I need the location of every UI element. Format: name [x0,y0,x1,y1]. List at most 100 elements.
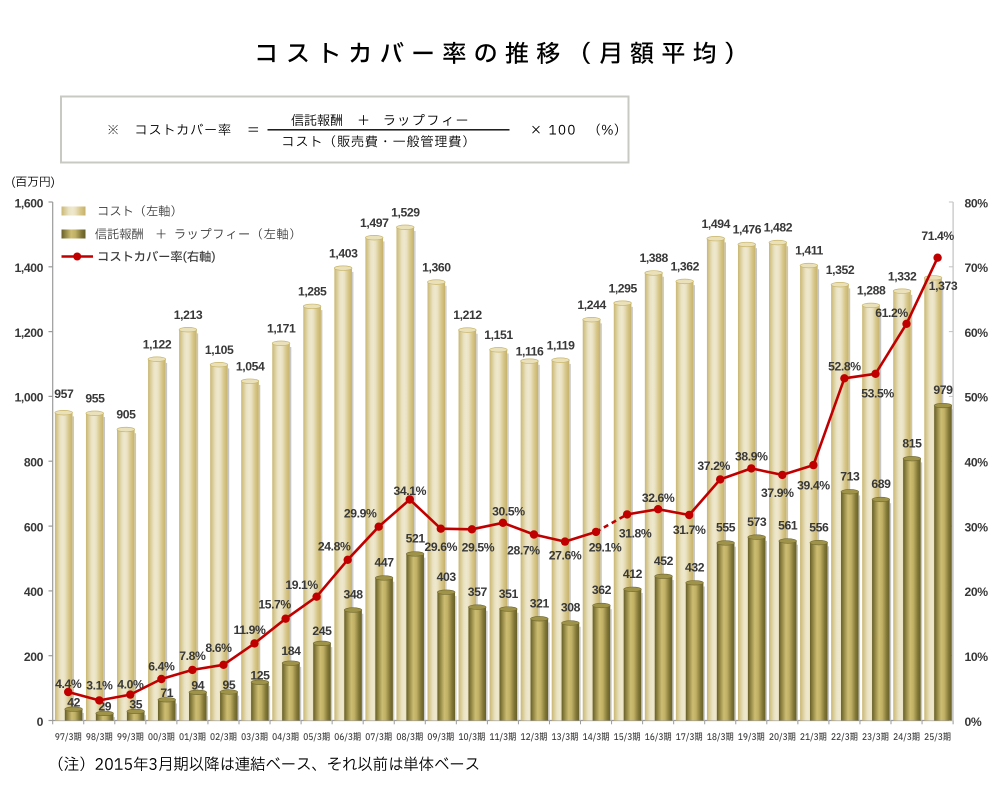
svg-text:27.6%: 27.6% [549,549,582,563]
svg-text:1,212: 1,212 [453,308,482,322]
svg-text:1,288: 1,288 [857,284,886,298]
svg-text:1,482: 1,482 [764,221,793,235]
svg-text:29.5%: 29.5% [462,541,495,555]
svg-text:1,122: 1,122 [143,337,172,351]
svg-text:400: 400 [24,585,44,599]
svg-text:351: 351 [499,587,519,601]
svg-text:556: 556 [809,520,829,534]
svg-text:1,352: 1,352 [826,263,855,277]
svg-text:1,400: 1,400 [15,261,44,275]
svg-text:403: 403 [437,570,457,584]
svg-text:955: 955 [85,392,105,406]
svg-text:50%: 50% [965,391,989,405]
svg-text:35: 35 [129,698,142,712]
svg-text:15.7%: 15.7% [258,598,291,612]
svg-text:32.6%: 32.6% [642,491,675,505]
svg-text:1,360: 1,360 [422,260,451,274]
svg-text:348: 348 [344,588,364,602]
svg-text:1,295: 1,295 [608,281,637,295]
svg-text:447: 447 [375,556,395,570]
svg-text:61.2%: 61.2% [875,306,908,320]
svg-text:1,373: 1,373 [929,279,958,293]
svg-text:184: 184 [281,644,301,658]
svg-text:70%: 70% [965,261,989,275]
svg-text:600: 600 [24,520,44,534]
svg-text:42: 42 [67,695,80,709]
svg-text:713: 713 [840,469,860,483]
svg-text:245: 245 [312,624,332,638]
svg-text:1,388: 1,388 [639,251,668,265]
svg-text:4.4%: 4.4% [55,677,82,691]
svg-text:689: 689 [871,477,891,491]
svg-text:555: 555 [716,521,736,535]
svg-text:37.9%: 37.9% [761,486,794,500]
svg-text:905: 905 [116,408,136,422]
svg-text:40%: 40% [965,456,989,470]
svg-text:573: 573 [747,515,767,529]
svg-text:53.5%: 53.5% [861,387,894,401]
svg-text:1,105: 1,105 [205,343,234,357]
svg-text:71: 71 [160,686,173,700]
svg-text:6.4%: 6.4% [148,660,175,674]
svg-text:1,494: 1,494 [702,217,731,231]
svg-text:1,200: 1,200 [15,326,44,340]
svg-text:24.8%: 24.8% [318,540,351,554]
svg-text:1,054: 1,054 [236,359,265,373]
svg-text:8.6%: 8.6% [205,641,232,655]
svg-text:28.7%: 28.7% [507,544,540,558]
svg-text:3.1%: 3.1% [86,679,113,693]
svg-text:357: 357 [468,585,488,599]
svg-text:412: 412 [623,567,643,581]
svg-text:7.8%: 7.8% [179,649,206,663]
svg-text:1,497: 1,497 [360,216,389,230]
svg-text:30.5%: 30.5% [492,505,525,519]
svg-text:20%: 20% [965,585,989,599]
svg-text:321: 321 [530,597,550,611]
svg-text:125: 125 [250,669,270,683]
svg-text:29.9%: 29.9% [344,507,377,521]
svg-text:1,362: 1,362 [671,260,700,274]
svg-text:11.9%: 11.9% [234,623,266,637]
svg-text:1,244: 1,244 [577,298,606,312]
svg-text:1,411: 1,411 [795,244,823,258]
svg-text:31.8%: 31.8% [619,527,652,541]
svg-text:561: 561 [778,519,798,533]
svg-text:52.8%: 52.8% [828,360,861,374]
svg-text:94: 94 [191,679,204,693]
svg-text:957: 957 [54,387,74,401]
svg-text:30%: 30% [965,520,989,534]
svg-text:34.1%: 34.1% [394,484,427,498]
svg-text:37.2%: 37.2% [697,459,730,473]
svg-text:1,476: 1,476 [733,223,762,237]
svg-text:1,213: 1,213 [174,308,203,322]
svg-text:95: 95 [223,678,236,692]
svg-text:1,285: 1,285 [298,285,327,299]
svg-text:39.4%: 39.4% [797,479,830,493]
svg-text:800: 800 [24,456,44,470]
svg-text:1,171: 1,171 [267,322,296,336]
svg-text:1,119: 1,119 [547,338,575,352]
svg-text:200: 200 [24,650,44,664]
svg-text:362: 362 [592,583,612,597]
svg-text:0: 0 [37,715,44,729]
svg-text:38.9%: 38.9% [735,450,768,464]
svg-text:29.6%: 29.6% [425,540,458,554]
svg-text:1,529: 1,529 [391,206,420,220]
svg-text:1,151: 1,151 [484,328,513,342]
svg-text:308: 308 [561,601,581,615]
svg-text:1,403: 1,403 [329,246,358,260]
svg-text:1,000: 1,000 [15,391,44,405]
svg-text:80%: 80% [965,196,989,210]
svg-text:1,332: 1,332 [888,269,917,283]
svg-text:29.1%: 29.1% [589,541,622,555]
svg-text:71.4%: 71.4% [921,229,954,243]
svg-text:815: 815 [902,436,922,450]
svg-text:521: 521 [406,532,426,546]
svg-text:1,116: 1,116 [516,344,544,358]
svg-text:10%: 10% [965,650,989,664]
svg-text:31.7%: 31.7% [673,523,706,537]
svg-text:452: 452 [654,554,674,568]
svg-text:4.0%: 4.0% [117,678,144,692]
svg-text:0%: 0% [965,715,982,729]
svg-text:19.1%: 19.1% [285,578,318,592]
